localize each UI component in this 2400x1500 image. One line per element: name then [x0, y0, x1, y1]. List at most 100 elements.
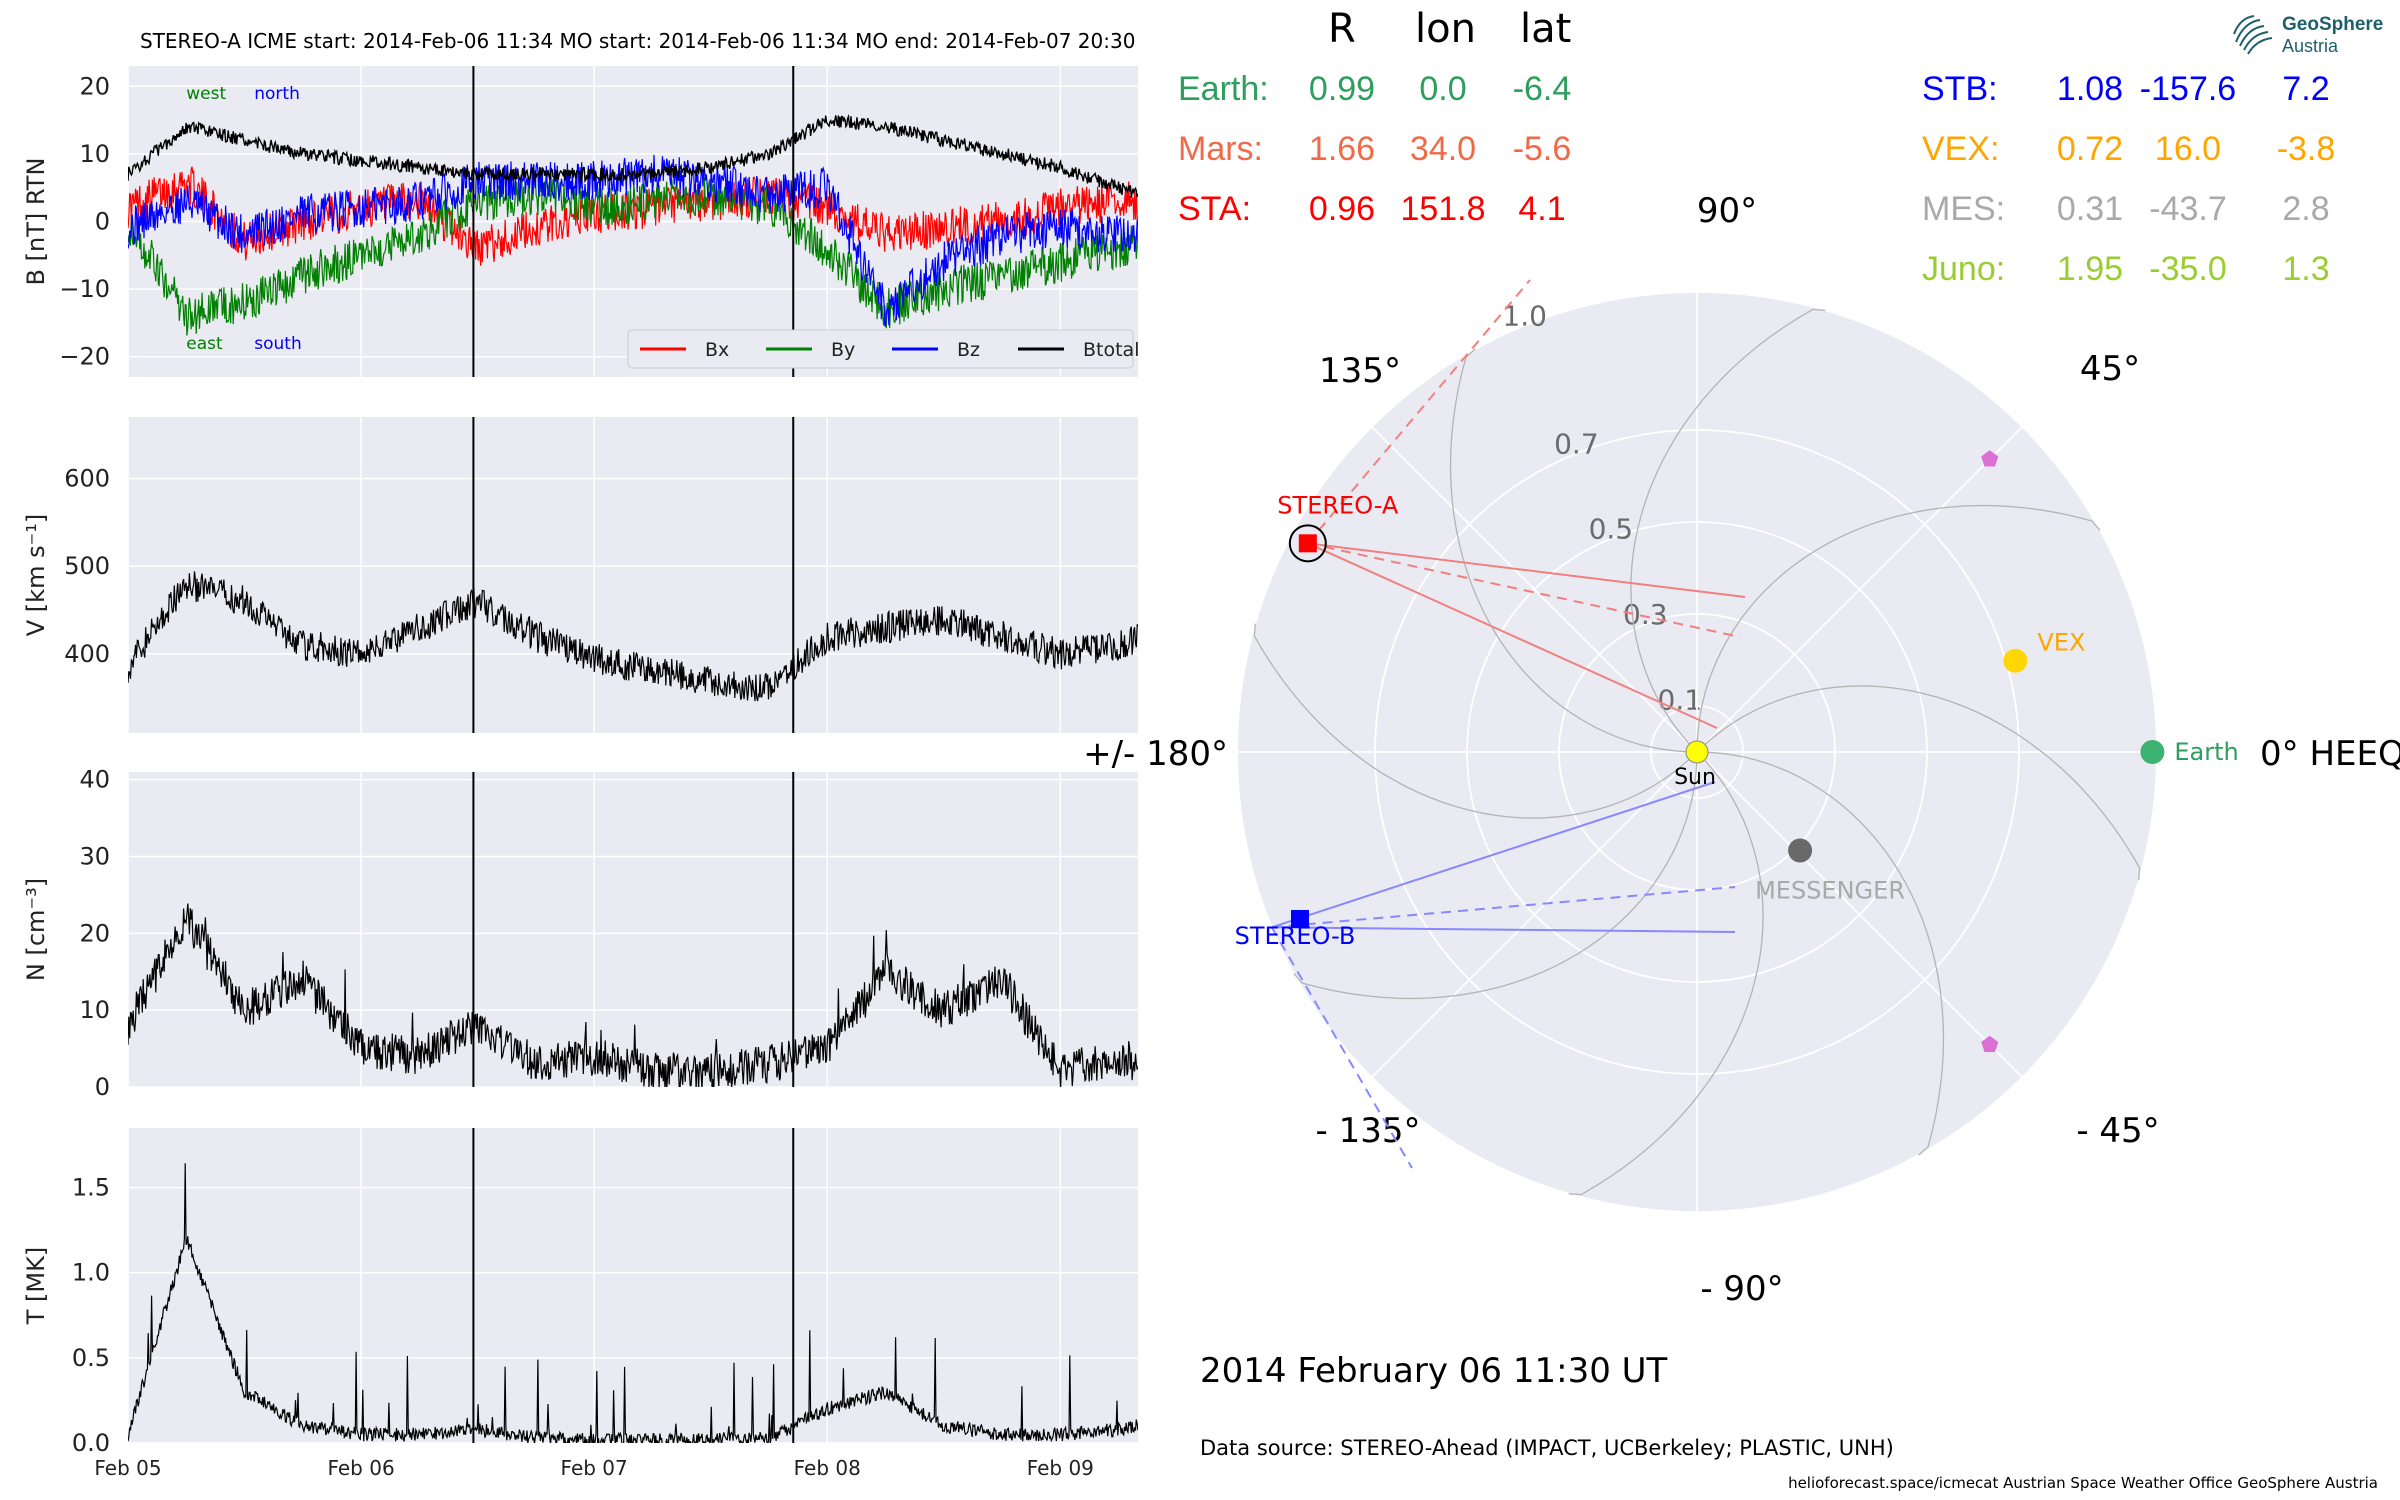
series-group: [128, 1163, 1138, 1443]
sta-fov-line-dashed: [1307, 542, 1741, 638]
y-tick-label: 0: [95, 1073, 110, 1101]
series-line-by: [128, 174, 1138, 336]
object-label: Earth: [2174, 738, 2238, 766]
parker-spiral-curve: [1696, 751, 1945, 1156]
angle-label: - 90°: [1700, 1269, 1783, 1309]
sta-fov-line-dashed: [1307, 279, 1531, 544]
table-cell-lat: 1.3: [2282, 250, 2330, 288]
legend-label: By: [831, 339, 855, 361]
y-tick-label: 10: [79, 140, 110, 168]
parker-spiral-curve: [1253, 623, 1698, 819]
table-cell-r: 0.72: [2056, 130, 2124, 168]
x-tick-label: Feb 05: [94, 1456, 161, 1480]
table-cell-lon: 16.0: [2154, 130, 2222, 168]
x-tick-label: Feb 06: [327, 1456, 394, 1480]
logo-line2: Austria: [2282, 36, 2339, 56]
parker-spiral-curve: [1696, 685, 2141, 881]
angle-label: - 135°: [1316, 1111, 1421, 1151]
series-line-value: [128, 903, 1138, 1087]
series-line-value: [128, 1163, 1138, 1443]
object-label: STEREO-B: [1235, 922, 1356, 950]
y-tick-label: 0.5: [72, 1344, 110, 1372]
legend-box: [627, 329, 1134, 369]
table-cell-lat: 4.1: [1518, 190, 1566, 228]
table-cell-lon: -157.6: [2139, 70, 2237, 108]
direction-annotation: east: [186, 334, 223, 354]
marker-unlabeled-upper: [1981, 450, 1999, 467]
table-cell-lat: 7.2: [2282, 70, 2330, 108]
y-tick-label: 600: [64, 464, 110, 492]
table-cell-lat: 2.8: [2282, 190, 2330, 228]
y-tick-label: 40: [79, 766, 110, 794]
angle-spoke: [1696, 426, 2023, 753]
footer-credits: helioforecast.space/icmecat Austrian Spa…: [1788, 1474, 2378, 1492]
parker-spiral-curve: [1696, 504, 2101, 753]
table-cell-name: VEX:: [1922, 130, 2000, 168]
y-axis-label: N [cm⁻³]: [22, 878, 50, 981]
angle-spoke: [1371, 426, 1698, 753]
angle-label: 90°: [1697, 191, 1757, 231]
object-label: STEREO-A: [1277, 491, 1399, 519]
y-tick-label: 0.0: [72, 1429, 110, 1457]
sta-fov-line: [1307, 542, 1746, 598]
panel-background: [128, 417, 1138, 733]
table-cell-r: 1.95: [2056, 250, 2124, 288]
y-tick-label: 20: [79, 919, 110, 947]
x-tick-label: Feb 08: [794, 1456, 861, 1480]
y-tick-label: 30: [79, 843, 110, 871]
angle-label: 0° HEEQ: [2260, 734, 2400, 774]
stb-fov-line-dashed: [1271, 886, 1736, 929]
y-tick-label: 400: [64, 640, 110, 668]
panel-background: [128, 1128, 1138, 1443]
angle-label: +/- 180°: [1083, 734, 1228, 774]
table-cell-name: MES:: [1922, 190, 2006, 228]
y-tick-label: 20: [79, 72, 110, 100]
table-col-lon: lon: [1415, 6, 1476, 52]
object-label: Sun: [1674, 765, 1716, 790]
table-cell-r: 1.08: [2056, 70, 2124, 108]
time-series-panels: −20 −10 0 10 20 B [nT] RTN west north east south B…: [22, 66, 1139, 1480]
table-cell-r: 1.66: [1308, 130, 1376, 168]
marker-unlabeled-lower: [1981, 1035, 1999, 1052]
table-cell-lon: 34.0: [1409, 130, 1477, 168]
marker-stereo-a-ring: [1288, 524, 1327, 563]
table-cell-lat: -5.6: [1512, 130, 1572, 168]
legend-label: Btotal: [1083, 339, 1139, 361]
table-cell-lon: -35.0: [2149, 250, 2227, 288]
direction-annotation: south: [254, 334, 301, 354]
table-cell-name: Earth:: [1178, 70, 1269, 108]
parker-spiral-curve: [1449, 348, 1698, 753]
legend-label: Bx: [705, 339, 729, 361]
geosphere-logo-icon: [2233, 15, 2273, 55]
angle-label: - 45°: [2076, 1111, 2159, 1151]
table-cell-name: STB:: [1922, 70, 1998, 108]
date-label: 2014 February 06 11:30 UT: [1200, 1351, 1668, 1391]
parker-spiral-curve: [1630, 308, 1826, 753]
table-cell-lon: 151.8: [1400, 190, 1486, 228]
table-cell-lat: -3.8: [2276, 130, 2336, 168]
x-tick-label: Feb 09: [1027, 1456, 1094, 1480]
marker-sun: [1685, 740, 1709, 764]
series-group: [128, 903, 1138, 1087]
series-line-bz: [128, 154, 1138, 327]
stb-fov-line: [1271, 781, 1716, 929]
stb-fov-line-dashed: [1270, 926, 1413, 1169]
table-cell-r: 0.31: [2056, 190, 2124, 228]
table-cell-lon: 0.0: [1419, 70, 1467, 108]
table-cell-name: Mars:: [1178, 130, 1263, 168]
parker-spiral-curve: [1293, 751, 1698, 1000]
table-col-lat: lat: [1520, 6, 1572, 52]
legend-label: Bz: [957, 339, 980, 361]
table-cell-lon: -43.7: [2149, 190, 2227, 228]
marker-stereo-a: [1298, 534, 1317, 553]
chart-title: STEREO-A ICME start: 2014-Feb-06 11:34 M…: [140, 29, 1135, 53]
y-tick-label: 500: [64, 552, 110, 580]
object-label: MESSENGER: [1755, 877, 1905, 905]
series-line-btotal: [128, 113, 1138, 198]
sta-fov-line: [1307, 542, 1718, 729]
y-tick-label: 1.0: [72, 1259, 110, 1287]
direction-annotation: west: [186, 84, 226, 104]
y-axis-label: T [MK]: [22, 1247, 50, 1325]
marker-stereo-b: [1291, 910, 1309, 928]
